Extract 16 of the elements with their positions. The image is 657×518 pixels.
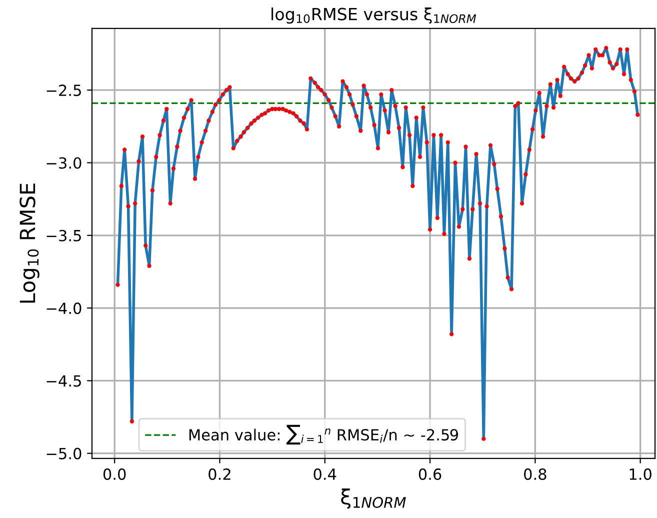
y-tick-label: −4.5 bbox=[46, 375, 81, 387]
x-tick-label: 0.0 bbox=[103, 468, 126, 480]
x-tick-label: 0.2 bbox=[208, 468, 230, 480]
x-tick-label: 0.4 bbox=[314, 468, 336, 480]
x-tick-label: 0.8 bbox=[524, 468, 546, 480]
chart-title: log$_{10}$RMSE versus ξ$_{1NORM}$ bbox=[272, 7, 476, 24]
legend-label: Mean value: ∑$_{i=1}$$^{n}$ RMSE$_{i}$/n ~ -2.59 bbox=[189, 424, 458, 445]
y-tick-label: −3.5 bbox=[46, 230, 81, 242]
x-tick-label: 1.0 bbox=[630, 468, 652, 480]
y-tick-label: −2.5 bbox=[46, 84, 81, 96]
y-tick-label: −3.0 bbox=[46, 157, 82, 169]
y-tick-label: −5.0 bbox=[46, 448, 82, 460]
x-tick-label: 0.6 bbox=[418, 468, 442, 480]
y-tick-label: −4.0 bbox=[46, 302, 82, 314]
x-axis-title: ξ$_{1NORM}$ bbox=[341, 488, 406, 509]
y-axis-title: Log$_{10}$ RMSE bbox=[20, 184, 40, 303]
